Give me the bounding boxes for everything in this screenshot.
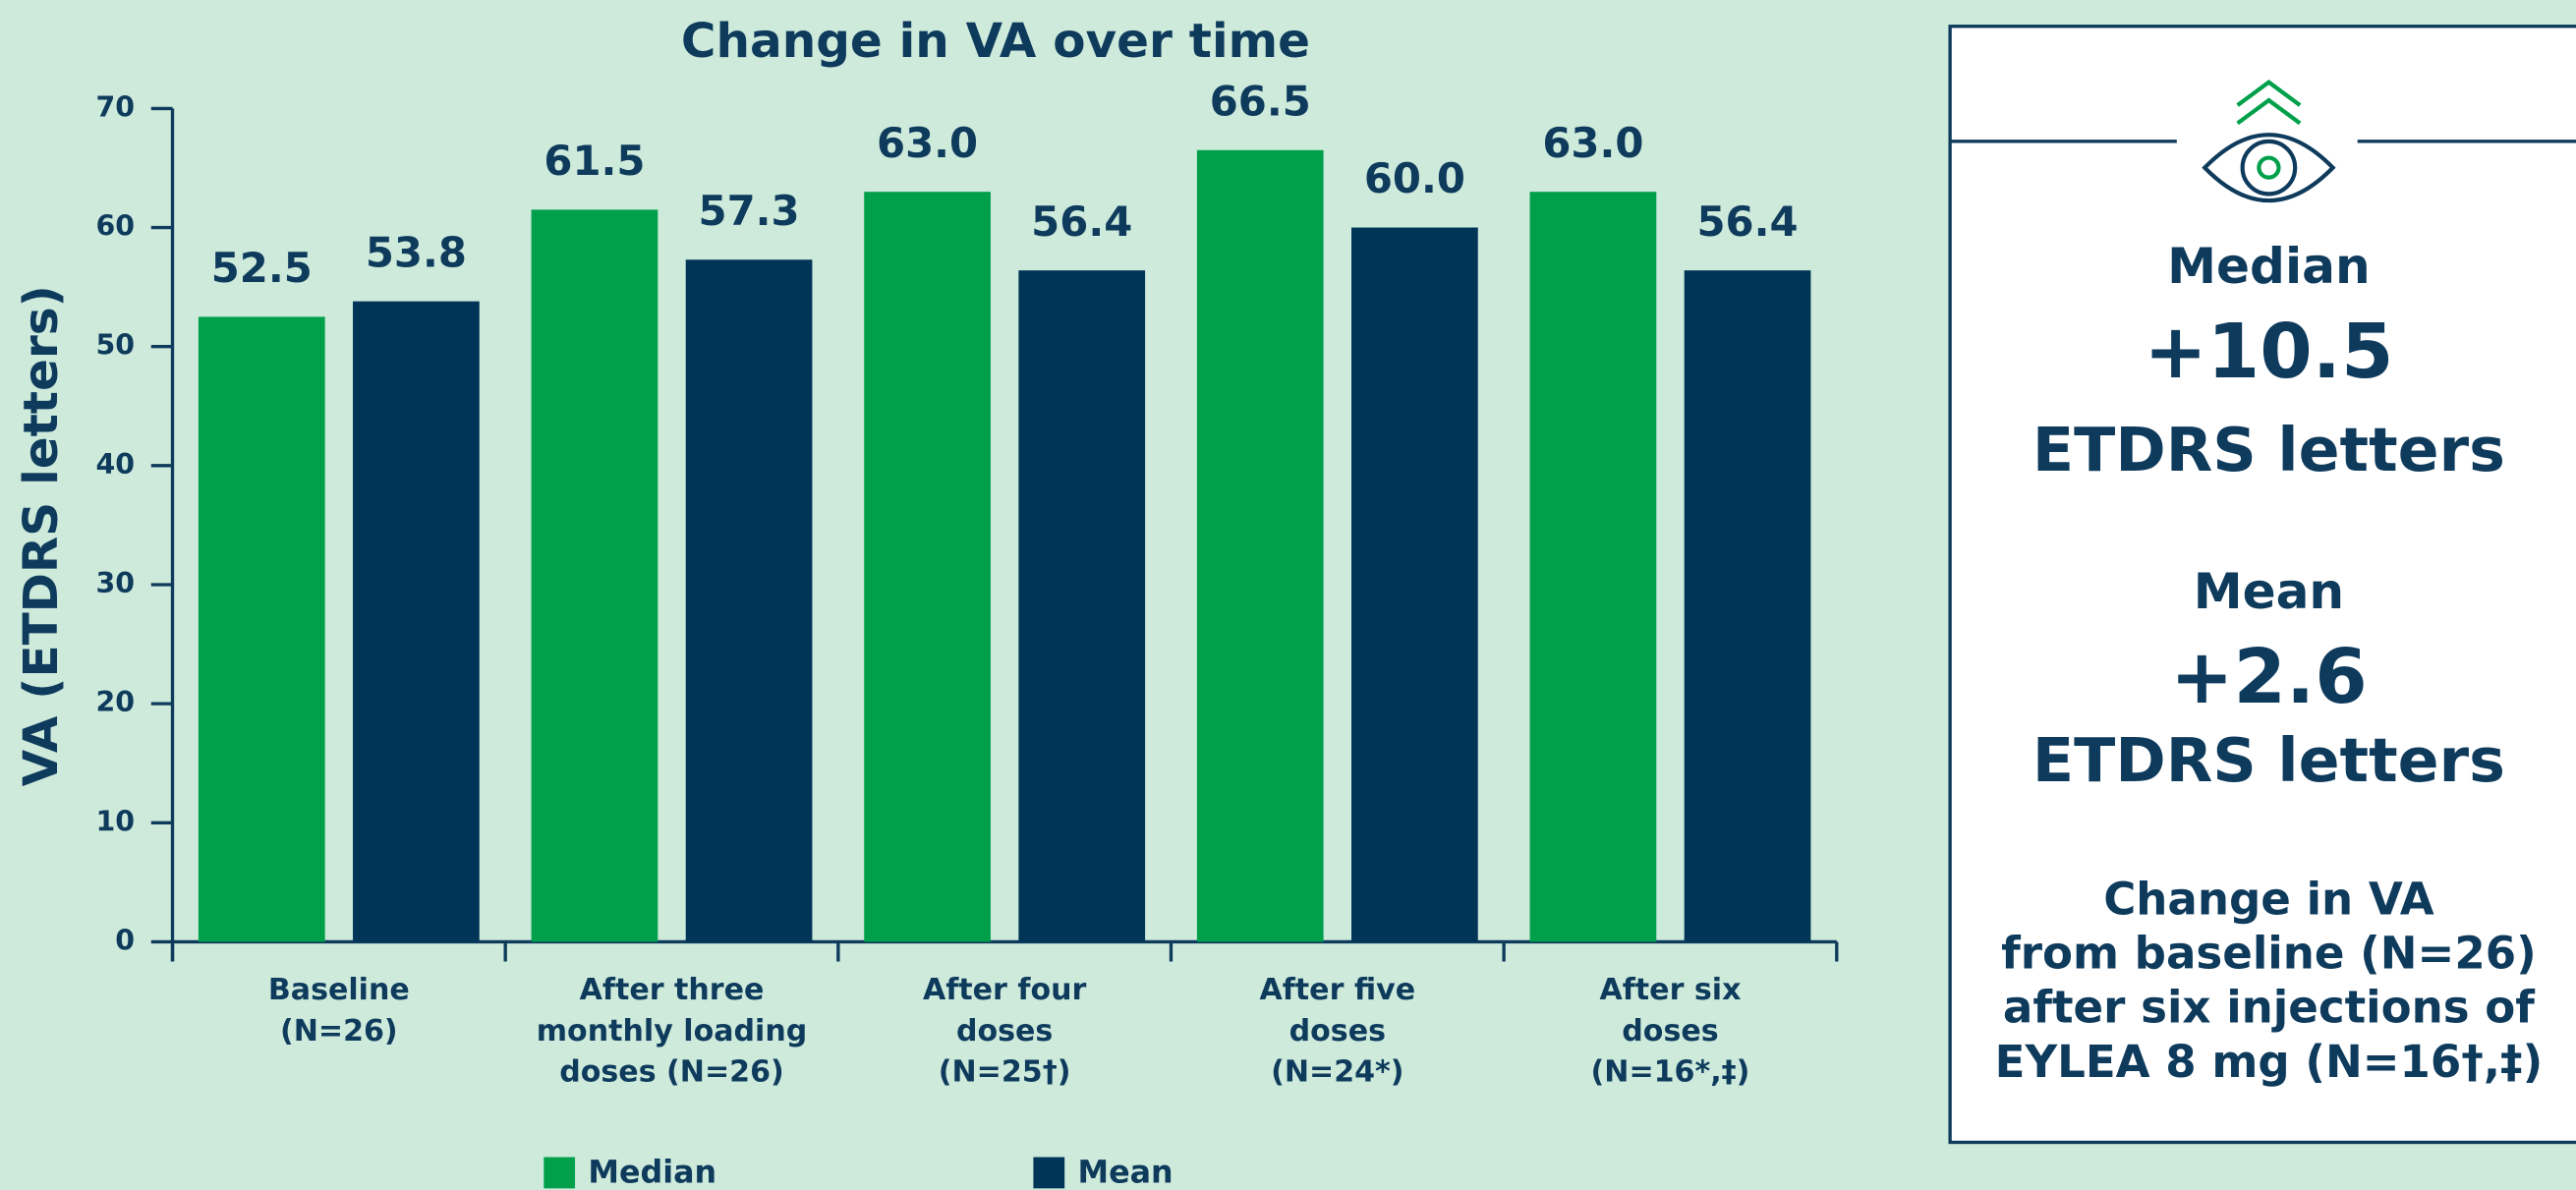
panel-mean-title: Mean <box>2194 562 2344 620</box>
value-label: 52.5 <box>211 244 313 292</box>
bar <box>685 259 813 942</box>
panel-median-value: +10.5 <box>2144 309 2393 396</box>
bar <box>531 209 658 942</box>
legend-swatch <box>1033 1157 1065 1189</box>
bar <box>1018 270 1146 942</box>
value-label: 56.4 <box>1696 198 1798 246</box>
bar <box>353 301 480 942</box>
panel-median-unit: ETDRS letters <box>2032 415 2505 485</box>
value-label: 63.0 <box>877 119 978 167</box>
panel-note: EYLEA 8 mg (N=16†,‡) <box>1995 1036 2544 1088</box>
panel-note: Change in VA <box>2103 873 2433 925</box>
bar <box>1351 227 1478 942</box>
x-tick-label: After six <box>1599 973 1741 1007</box>
bar <box>198 316 325 942</box>
legend-swatch <box>544 1157 576 1189</box>
y-tick-label: 30 <box>96 567 136 599</box>
x-tick-label: After three <box>580 973 765 1007</box>
x-tick-label: After five <box>1259 973 1415 1007</box>
value-label: 56.4 <box>1031 198 1132 246</box>
chart-title: Change in VA over time <box>681 14 1310 69</box>
bar <box>1529 192 1657 942</box>
legend-label: Mean <box>1078 1155 1174 1190</box>
x-tick-label: monthly loading <box>537 1014 808 1048</box>
eye-icon <box>2202 80 2336 202</box>
y-tick-label: 70 <box>96 90 136 123</box>
x-tick-label: After four <box>923 973 1087 1007</box>
x-tick-label: doses (N=26) <box>559 1055 784 1090</box>
value-label: 53.8 <box>366 228 467 276</box>
x-tick-label: doses <box>1622 1014 1718 1048</box>
y-tick-label: 10 <box>96 805 136 837</box>
y-tick-label: 60 <box>96 210 136 243</box>
value-label: 66.5 <box>1210 77 1311 125</box>
bar <box>864 192 991 942</box>
panel-note: from baseline (N=26) <box>2001 927 2537 979</box>
panel-median-title: Median <box>2167 237 2371 295</box>
panel-note: after six injections of <box>2003 982 2536 1034</box>
value-label: 57.3 <box>699 187 800 235</box>
x-tick-label: (N=16*,‡) <box>1591 1055 1750 1090</box>
side-panel: Median +10.5 ETDRS letters Mean +2.6 ETD… <box>1948 25 2576 1145</box>
y-tick-label: 20 <box>96 686 136 718</box>
x-tick-label: doses <box>1289 1014 1386 1048</box>
x-tick-label: (N=26) <box>280 1014 398 1048</box>
x-tick-label: (N=24*) <box>1271 1055 1403 1090</box>
y-tick-label: 40 <box>96 448 136 481</box>
x-tick-label: Baseline <box>268 973 410 1007</box>
y-axis-label: VA (ETDRS letters) <box>14 285 69 786</box>
value-label: 60.0 <box>1364 154 1465 202</box>
panel-box <box>1948 25 2576 1145</box>
y-tick-label: 0 <box>115 924 135 956</box>
y-tick-label: 50 <box>96 329 136 362</box>
x-tick-label: (N=25†) <box>939 1055 1071 1090</box>
panel-mean-unit: ETDRS letters <box>2032 725 2505 796</box>
value-label: 63.0 <box>1542 119 1643 167</box>
value-label: 61.5 <box>544 137 645 185</box>
x-tick-label: doses <box>956 1014 1053 1048</box>
legend-label: Median <box>588 1155 716 1190</box>
bar <box>1196 149 1324 942</box>
bar <box>1684 270 1811 942</box>
panel-mean-value: +2.6 <box>2170 634 2368 721</box>
